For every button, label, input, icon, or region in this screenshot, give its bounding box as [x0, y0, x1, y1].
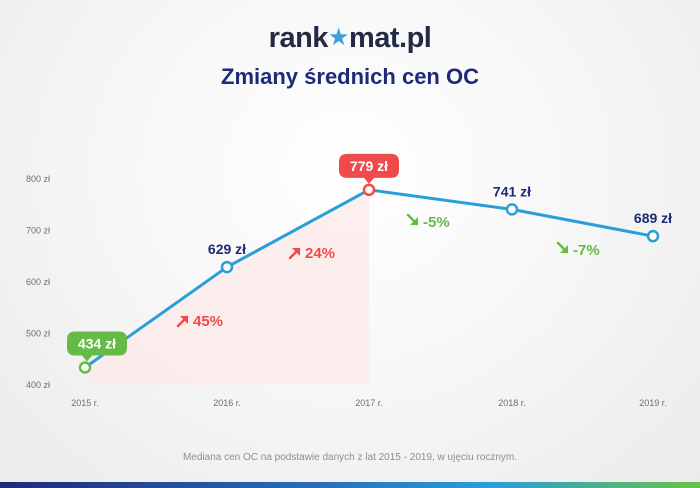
data-point [220, 260, 234, 274]
chart-caption: Mediana cen OC na podstawie danych z lat… [182, 452, 518, 463]
x-tick-label: 2015 r. [71, 398, 99, 408]
x-tick-label: 2017 r. [355, 398, 383, 408]
y-tick-label: 500 zł [26, 329, 50, 339]
value-badge [67, 331, 127, 362]
y-tick-label: 700 zł [26, 226, 50, 236]
shaded-area [85, 189, 369, 385]
change-label: 45% [193, 313, 223, 330]
star-icon: ★ [327, 24, 350, 51]
logo-text-right: mat.pl [348, 22, 432, 54]
x-tick-label: 2019 r. [639, 398, 667, 408]
x-tick-label: 2018 r. [498, 398, 526, 408]
data-point [505, 203, 519, 216]
logo-text-left: rank [268, 22, 329, 54]
arrow-up-right-icon [176, 315, 189, 328]
brand-logo: rank★mat.pl [0, 22, 700, 55]
arrow-up-right-icon [288, 247, 301, 260]
value-label: 689 zł [634, 210, 672, 226]
arrow-down-right-icon [406, 213, 419, 226]
value-label: 434 zł [78, 335, 116, 351]
arrow-down-right-icon [556, 241, 569, 254]
value-label: 629 zł [208, 241, 246, 257]
chart-title: Zmiany średnich cen OC [221, 64, 479, 89]
x-tick-label: 2016 r. [213, 398, 241, 408]
data-point [362, 183, 376, 197]
value-label: 741 zł [493, 183, 531, 199]
y-tick-label: 600 zł [26, 277, 50, 287]
value-badge [339, 153, 399, 184]
value-label: 779 zł [350, 158, 388, 174]
y-tick-label: 400 zł [26, 380, 50, 390]
change-label: -7% [573, 242, 600, 259]
y-tick-label: 800 zł [26, 174, 50, 184]
data-point [646, 229, 660, 243]
change-label: -5% [423, 214, 450, 231]
change-label: 24% [305, 245, 335, 262]
data-point [78, 361, 92, 374]
bottom-brand-bar [0, 482, 700, 488]
